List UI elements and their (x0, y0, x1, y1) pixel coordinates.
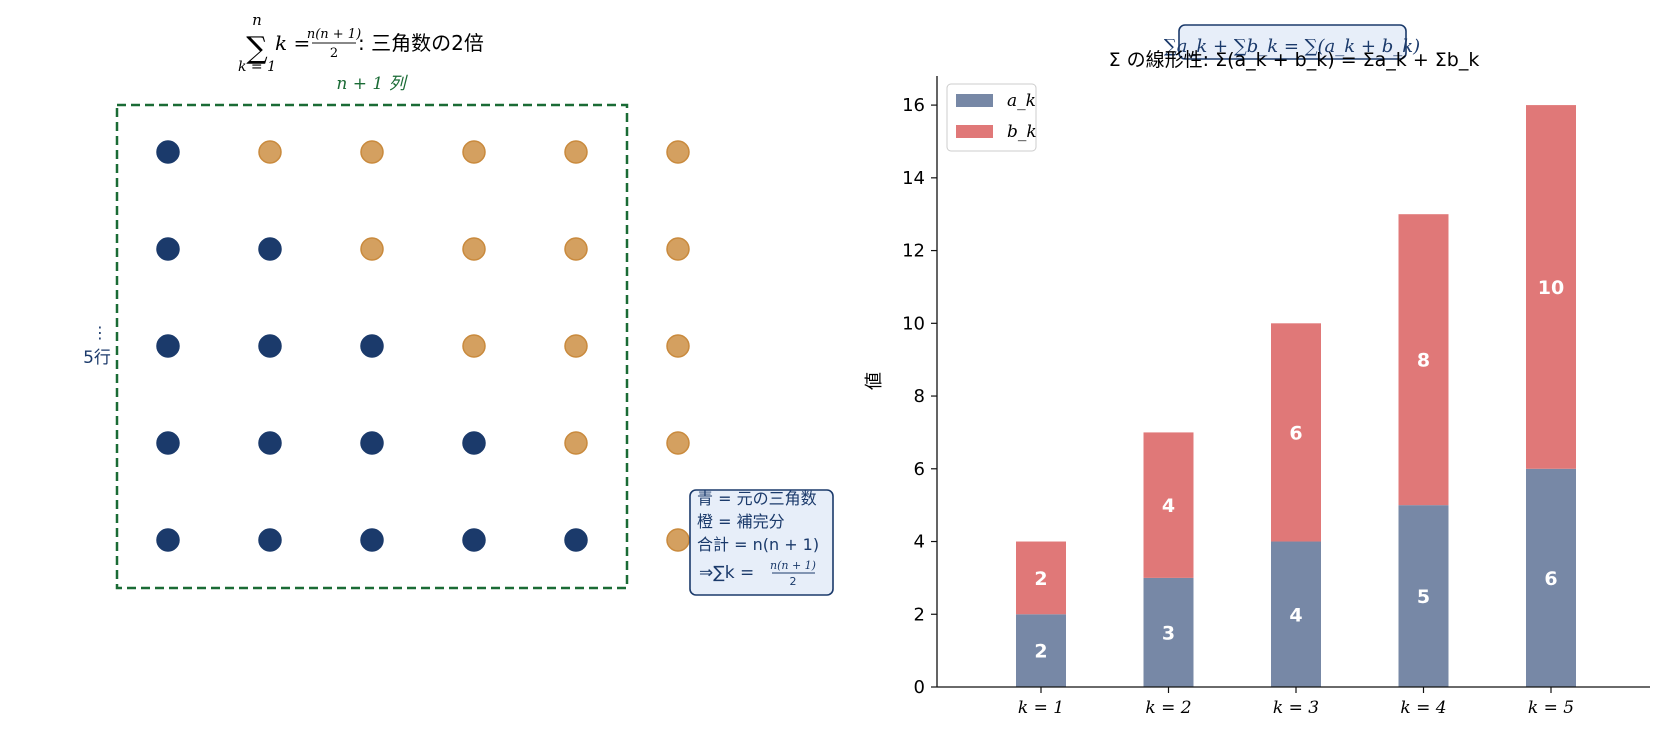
bar-a (1271, 541, 1321, 687)
dot-blue (258, 431, 282, 455)
dot-blue (258, 334, 282, 358)
dot-orange (462, 237, 486, 261)
dot-orange (666, 431, 690, 455)
dot-orange (564, 237, 588, 261)
explanation-line-1: 青 = 元の三角数 (697, 489, 817, 508)
dot-orange (564, 140, 588, 164)
dot-orange (564, 334, 588, 358)
dashed-frame (115, 103, 629, 590)
bar-a (1143, 577, 1194, 687)
dot-grid (156, 140, 690, 552)
bar-value-label: 2 (1034, 568, 1047, 590)
bar-value-label: 10 (1538, 277, 1564, 299)
dot-orange (462, 140, 486, 164)
bar-value-label: 4 (1289, 604, 1302, 626)
dot-blue (360, 334, 384, 358)
dot-blue (360, 431, 384, 455)
dot-orange (666, 237, 690, 261)
bar-b (1398, 214, 1449, 506)
bar-chart: 0 2 4 6 8 10 12 14 16 2 2 k = 1 3 4 k = 2 4 6 k = 3 5 8 k = … (902, 95, 1576, 718)
bar-b (1016, 541, 1066, 615)
y-tick-label: 16 (902, 95, 925, 116)
explanation-box: 青 = 元の三角数 橙 = 補完分 合計 = n(n + 1) ⇒∑k = n(… (689, 489, 834, 596)
dot-blue (258, 528, 282, 552)
y-tick-label: 12 (902, 241, 925, 262)
left-title: n ∑ k = 1 k = n(n + 1) 2 : 三角数の2倍 (238, 11, 484, 75)
legend-swatch-a (956, 94, 993, 107)
bar-a (1398, 505, 1449, 687)
y-tick-label: 14 (902, 168, 925, 189)
y-tick-label: 8 (914, 386, 925, 407)
dot-blue (462, 528, 486, 552)
bar-value-label: 3 (1162, 622, 1175, 644)
bar-a (1526, 468, 1576, 687)
y-tick-label: 4 (914, 532, 925, 553)
explanation-frac-numerator: n(n + 1) (770, 559, 816, 572)
bar-b (1143, 432, 1194, 578)
x-tick-label: k = 1 (1018, 698, 1064, 718)
bar-value-label: 5 (1417, 586, 1430, 608)
legend-swatch-b (956, 125, 993, 138)
x-tick-label: k = 4 (1400, 698, 1446, 718)
y-tick-label: 2 (914, 604, 925, 625)
dot-blue (258, 237, 282, 261)
right-panel: ∑a_k + ∑b_k = ∑(a_k + b_k) Σ の線形性: Σ(a_k… (864, 24, 1650, 718)
dot-blue (564, 528, 588, 552)
explanation-line-3: 合計 = n(n + 1) (697, 535, 819, 554)
dot-blue (360, 528, 384, 552)
bar-value-label: 8 (1417, 350, 1430, 372)
y-tick-label: 6 (914, 459, 925, 480)
explanation-line-4: ⇒∑k = (699, 563, 754, 583)
dot-orange (360, 237, 384, 261)
explanation-line-2: 橙 = 補完分 (697, 512, 785, 531)
identity-box (1178, 24, 1407, 60)
y-tick-label: 10 (902, 313, 925, 334)
explanation-box-frame (689, 489, 834, 596)
y-axis-label: 値 (864, 372, 885, 390)
dot-orange (564, 431, 588, 455)
dot-orange (360, 140, 384, 164)
sum-symbol: ∑ (246, 31, 268, 66)
legend-label-a: a_k (1007, 91, 1036, 111)
bar-value-label: 6 (1289, 422, 1302, 444)
dot-blue (462, 431, 486, 455)
dot-blue (156, 237, 180, 261)
left-panel: n ∑ k = 1 k = n(n + 1) 2 : 三角数の2倍 n + 1 … (83, 11, 834, 596)
bar-a (1016, 614, 1066, 687)
columns-label: n + 1 列 (336, 74, 408, 94)
x-tick-label: k = 2 (1145, 698, 1191, 718)
title-frac-numerator: n(n + 1) (307, 27, 361, 42)
dot-blue (156, 528, 180, 552)
sum-term: k = (275, 31, 310, 55)
dot-blue (156, 334, 180, 358)
dot-blue (156, 431, 180, 455)
x-tick-label: k = 5 (1528, 698, 1574, 718)
title-frac-denominator: 2 (330, 46, 338, 61)
bar-value-label: 2 (1034, 641, 1047, 663)
rows-label: 5行 (83, 348, 111, 368)
sum-upper-limit: n (252, 11, 262, 29)
dot-blue (156, 140, 180, 164)
rows-dots: ⋮ (92, 323, 108, 342)
dot-orange (666, 140, 690, 164)
chart-title: Σ の線形性: Σ(a_k + b_k) = Σa_k + Σb_k (1109, 49, 1480, 71)
sum-lower-limit: k = 1 (238, 59, 276, 75)
y-tick-label: 0 (914, 677, 925, 698)
legend: a_k b_k (946, 83, 1037, 152)
bar-value-label: 6 (1544, 568, 1557, 590)
bar-b (1271, 323, 1321, 542)
bar-b (1526, 105, 1576, 469)
title-suffix: : 三角数の2倍 (358, 31, 484, 55)
x-tick-label: k = 3 (1273, 698, 1319, 718)
dot-orange (258, 140, 282, 164)
explanation-frac-denominator: 2 (790, 575, 797, 588)
dot-orange (462, 334, 486, 358)
dot-orange (666, 528, 690, 552)
dot-orange (666, 334, 690, 358)
bar-value-label: 4 (1162, 495, 1175, 517)
identity-box-text: ∑a_k + ∑b_k = ∑(a_k + b_k) (1164, 36, 1420, 57)
legend-label-b: b_k (1007, 122, 1037, 142)
